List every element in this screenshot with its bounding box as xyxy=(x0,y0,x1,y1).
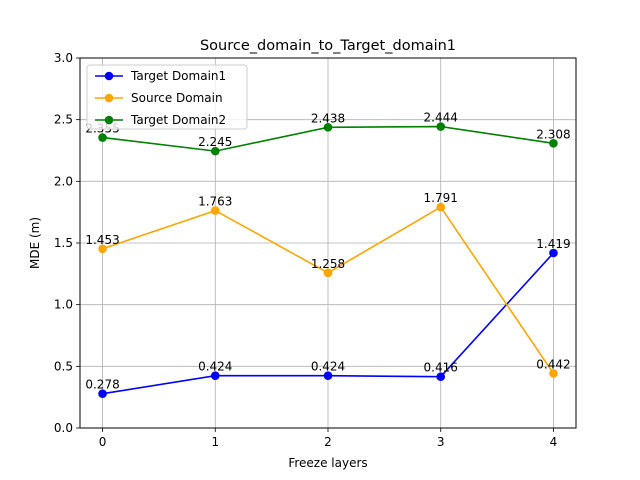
data-point xyxy=(323,371,333,381)
data-point xyxy=(210,146,220,156)
data-point xyxy=(323,268,333,278)
x-tick-label: 4 xyxy=(550,435,558,449)
legend-label: Source Domain xyxy=(131,91,223,105)
y-tick-label: 0.5 xyxy=(54,359,73,373)
legend: Target Domain1 Source Domain Target Domain… xyxy=(86,64,248,130)
y-tick-label: 3.0 xyxy=(54,51,73,65)
x-tick-label: 0 xyxy=(99,435,107,449)
data-label: 1.419 xyxy=(536,237,570,251)
legend-label: Target Domain1 xyxy=(130,69,226,83)
series-layer: 0.278 0.424 0.424 0.416 1.419 1.453 1.763 1.258… xyxy=(85,111,571,399)
chart-title: Source_domain_to_Target_domain1 xyxy=(200,38,456,54)
data-point xyxy=(98,244,107,254)
legend-marker xyxy=(104,93,114,103)
data-label: 0.424 xyxy=(311,360,345,374)
data-label: 0.278 xyxy=(85,378,119,392)
series-source-domain: 1.453 1.763 1.258 1.791 0.442 xyxy=(85,191,571,378)
data-label: 1.791 xyxy=(424,191,458,205)
x-tick-label: 2 xyxy=(324,435,332,449)
y-axis-label: MDE (m) xyxy=(28,217,42,269)
data-point xyxy=(436,372,446,381)
y-tick-label: 1.5 xyxy=(54,236,73,250)
data-label: 0.442 xyxy=(536,357,570,371)
legend-marker xyxy=(104,115,114,125)
data-label: 2.245 xyxy=(198,135,232,149)
grid xyxy=(80,57,576,429)
data-point xyxy=(549,369,558,378)
data-label: 2.444 xyxy=(424,111,458,125)
data-label: 0.416 xyxy=(424,361,458,375)
data-label: 1.258 xyxy=(311,257,345,271)
series-target-domain1: 0.278 0.424 0.424 0.416 1.419 xyxy=(85,237,571,399)
data-point xyxy=(549,139,558,148)
y-axis: 0.0 0.5 1.0 1.5 2.0 2.5 3.0 xyxy=(54,51,80,435)
data-point xyxy=(436,202,446,212)
data-label: 1.453 xyxy=(85,233,119,247)
data-point xyxy=(210,371,220,381)
x-axis: 0 1 2 3 4 xyxy=(99,428,558,449)
data-point xyxy=(323,123,333,132)
x-tick-label: 1 xyxy=(211,435,219,449)
data-label: 0.424 xyxy=(198,360,232,374)
y-tick-label: 2.5 xyxy=(54,113,73,127)
legend-label: Target Domain2 xyxy=(130,113,226,127)
data-point xyxy=(210,206,220,215)
data-point xyxy=(436,122,446,131)
data-point xyxy=(98,133,107,142)
y-tick-label: 0.0 xyxy=(54,421,73,435)
legend-box xyxy=(86,64,248,130)
x-axis-label: Freeze layers xyxy=(288,456,367,470)
data-label: 1.763 xyxy=(198,195,232,209)
data-point xyxy=(98,389,107,399)
x-tick-label: 3 xyxy=(437,435,445,449)
data-label: 2.438 xyxy=(311,111,345,125)
y-tick-label: 1.0 xyxy=(54,298,73,312)
y-tick-label: 2.0 xyxy=(54,174,73,188)
legend-marker xyxy=(104,71,114,81)
data-point xyxy=(549,248,558,258)
data-label: 2.308 xyxy=(536,127,570,141)
